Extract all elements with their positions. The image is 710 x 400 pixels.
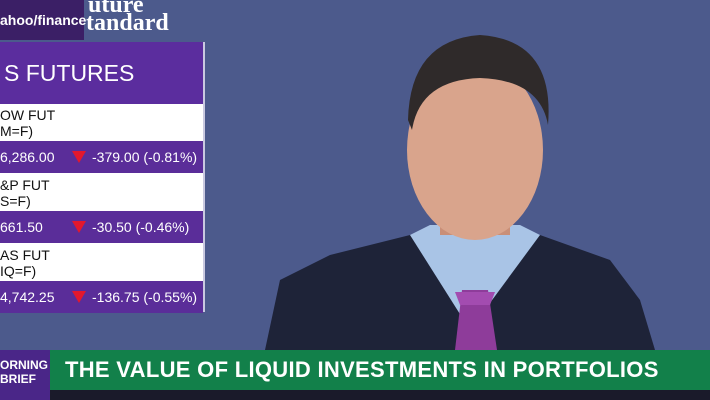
quote-name-row: &P FUT S=F) <box>0 175 203 211</box>
quote-change: -136.75 (-0.55%) <box>92 289 198 305</box>
quote-value-row: 6,286.00 -379.00 (-0.81%) <box>0 141 203 173</box>
show-logo: uture <box>88 0 144 18</box>
quote-value-row: 4,742.25 -136.75 (-0.55%) <box>0 281 203 313</box>
quote-price: 4,742.25 <box>0 289 55 305</box>
down-arrow <box>72 151 86 163</box>
show-badge: ORNING BRIEF <box>0 350 50 400</box>
futures-panel: S FUTURES OW FUT M=F) 6,286.00 -379.00 (-0.… <box>0 42 205 313</box>
headline: THE VALUE OF LIQUID INVESTMENTS IN PORTF… <box>65 357 659 382</box>
quote-name: &P FUT <box>0 177 50 193</box>
quote-ticker: IQ=F) <box>0 263 37 279</box>
panel-title: S FUTURES <box>0 42 203 104</box>
quote-name: AS FUT <box>0 247 50 263</box>
quote-change: -30.50 (-0.46%) <box>92 219 190 235</box>
brand: ahoo/finance <box>0 12 87 28</box>
lower-strip <box>50 390 710 400</box>
quote-change: -379.00 (-0.81%) <box>92 149 198 165</box>
quote-price: 661.50 <box>0 219 43 235</box>
badge-line: BRIEF <box>0 372 36 386</box>
show-logo: tandard <box>86 10 169 36</box>
top-bar <box>0 0 84 40</box>
quote-name: OW FUT <box>0 107 56 123</box>
down-arrow <box>72 221 86 233</box>
quote-name-row: OW FUT M=F) <box>0 105 203 141</box>
headline-bar <box>50 350 710 390</box>
quote-ticker: S=F) <box>0 193 31 209</box>
down-arrow <box>72 291 86 303</box>
badge-line: ORNING <box>0 358 48 372</box>
quote-value-row: 661.50 -30.50 (-0.46%) <box>0 211 203 243</box>
quote-name-row: AS FUT IQ=F) <box>0 245 203 281</box>
quote-ticker: M=F) <box>0 123 34 139</box>
quote-price: 6,286.00 <box>0 149 55 165</box>
